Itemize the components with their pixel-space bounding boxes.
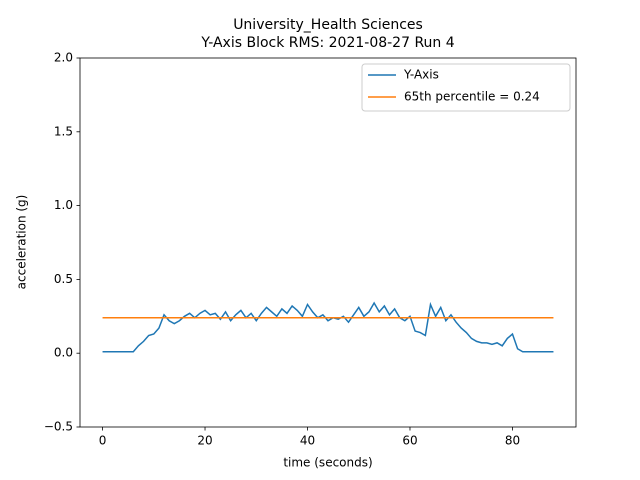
y-tick-label: 1.5 (54, 124, 73, 138)
x-axis-label: time (seconds) (283, 456, 372, 470)
y-axis-label: acceleration (g) (15, 195, 29, 290)
plot-frame (79, 57, 577, 428)
y-tick-label: −0.5 (44, 420, 73, 434)
chart-subtitle: Y-Axis Block RMS: 2021-08-27 Run 4 (200, 35, 454, 51)
y-tick-label: 0.0 (54, 346, 73, 360)
chart-title: University_Health Sciences (233, 17, 423, 33)
legend-label: Y-Axis (403, 68, 439, 82)
x-tick-label: 0 (99, 434, 107, 448)
x-tick-label: 20 (197, 434, 212, 448)
y-tick-label: 2.0 (54, 51, 73, 65)
y-tick-label: 1.0 (54, 198, 73, 212)
y-tick-label: 0.5 (54, 272, 73, 286)
legend-label: 65th percentile = 0.24 (404, 90, 540, 104)
x-tick-label: 40 (300, 434, 315, 448)
legend-box (361, 63, 571, 112)
x-tick-label: 60 (402, 434, 417, 448)
line-series (102, 301, 554, 353)
x-tick-label: 80 (505, 434, 520, 448)
